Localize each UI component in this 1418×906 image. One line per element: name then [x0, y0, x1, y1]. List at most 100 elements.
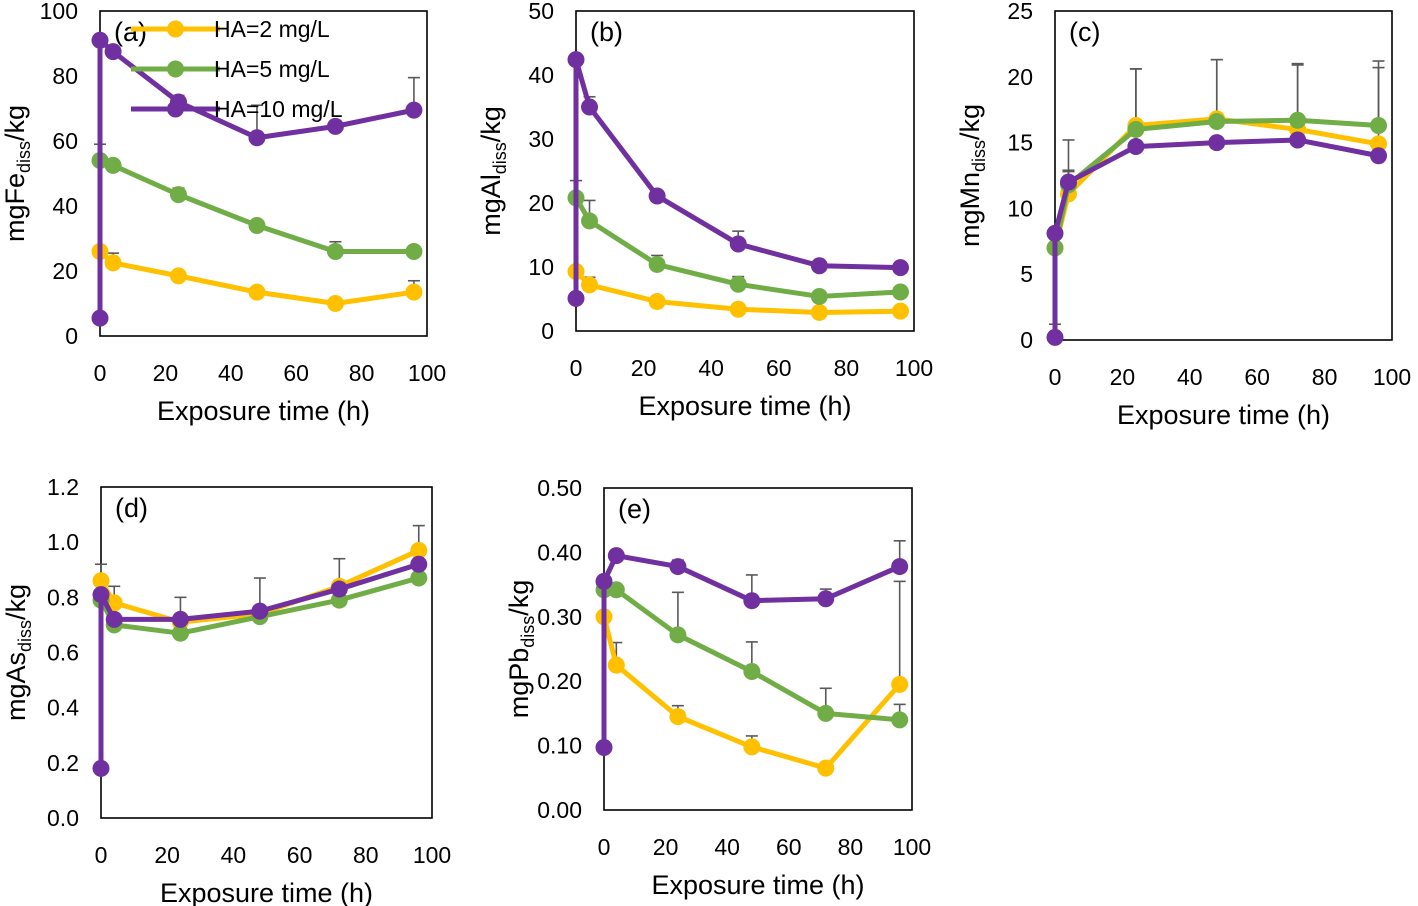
- x-tick-label: 40: [698, 355, 724, 381]
- data-point: [581, 98, 599, 116]
- data-point: [171, 624, 189, 642]
- data-point: [1370, 147, 1388, 165]
- x-tick-label: 40: [221, 842, 247, 868]
- data-point: [669, 558, 687, 576]
- y-axis-title-main: mgAs: [1, 652, 31, 721]
- legend-label: HA=2 mg/L: [214, 16, 330, 42]
- series-line-2: [97, 158, 417, 254]
- data-point: [669, 626, 687, 644]
- y-axis-title: mgAldiss/kg: [476, 106, 510, 236]
- x-tick-label: 20: [1110, 364, 1136, 390]
- x-tick-label: 0: [570, 355, 583, 381]
- y-axis-title-main: mgMn: [955, 172, 985, 247]
- y-tick-label: 0: [65, 323, 78, 349]
- x-tick-label: 0: [95, 842, 108, 868]
- y-axis-title-main: mgAl: [476, 174, 506, 236]
- data-point: [567, 51, 585, 69]
- data-point: [251, 602, 269, 620]
- data-point: [581, 276, 599, 294]
- y-tick-label: 0: [1020, 327, 1033, 353]
- data-point: [810, 257, 828, 275]
- chart-panel-d: 0.0 0.2 0.4 0.6 0.8 1.0 1.2 0 20 40 60 80 100 Exposur…: [1, 474, 451, 906]
- x-tick-label: 100: [895, 355, 933, 381]
- y-tick-label: 0.30: [537, 604, 582, 630]
- x-tick-label: 100: [408, 360, 446, 386]
- data-point: [817, 704, 835, 722]
- data-point: [104, 156, 122, 174]
- data-point: [817, 759, 835, 777]
- data-point: [410, 569, 428, 587]
- y-tick-label: 1.2: [47, 474, 79, 500]
- data-point: [326, 295, 344, 312]
- y-tick-label: 60: [52, 128, 78, 154]
- data-point: [891, 675, 909, 693]
- data-point: [326, 243, 344, 260]
- data-point: [405, 101, 423, 119]
- panel-label: (b): [590, 17, 623, 47]
- y-tick-label: 25: [1007, 0, 1033, 24]
- data-point: [330, 580, 348, 598]
- y-tick-label: 0.10: [537, 733, 582, 759]
- plot-frame: [100, 486, 433, 819]
- x-tick-label: 40: [1177, 364, 1203, 390]
- y-tick-label: 0: [541, 318, 554, 344]
- chart-panel-a: 0 20 40 60 80 100 0 20 40 60 80 100 Exposure time (h…: [0, 0, 446, 426]
- data-point: [891, 558, 909, 576]
- data-point: [104, 254, 122, 272]
- x-tick-label: 100: [893, 834, 931, 860]
- data-point: [169, 267, 187, 285]
- y-tick-label: 0.00: [537, 797, 582, 823]
- y-axis-title-main: mgFe: [0, 173, 30, 242]
- y-tick-label: 80: [52, 63, 78, 89]
- data-point: [581, 212, 599, 230]
- data-point: [1127, 138, 1145, 156]
- y-tick-label: 0.4: [47, 695, 79, 721]
- legend-label: HA=10 mg/L: [214, 96, 343, 122]
- data-point: [729, 275, 747, 293]
- data-point: [1370, 116, 1388, 134]
- data-point: [326, 117, 344, 135]
- y-axis-title-subscript: diss: [518, 616, 538, 648]
- y-axis-title-suffix: /kg: [1, 584, 31, 620]
- y-axis-title-subscript: diss: [490, 142, 510, 174]
- data-point: [1208, 113, 1226, 131]
- x-axis-title: Exposure time (h): [1117, 400, 1330, 430]
- data-point: [405, 283, 423, 301]
- y-tick-label: 15: [1007, 130, 1033, 156]
- y-tick-label: 0.6: [47, 640, 79, 666]
- y-axis-title-suffix: /kg: [476, 106, 506, 142]
- y-tick-label: 0.50: [537, 475, 582, 501]
- y-tick-label: 0.20: [537, 668, 582, 694]
- y-tick-label: 10: [528, 254, 554, 280]
- plot-frame: [603, 487, 913, 811]
- data-point: [91, 31, 109, 49]
- data-point: [92, 572, 110, 590]
- x-tick-label: 100: [413, 842, 451, 868]
- x-tick-label: 40: [714, 834, 740, 860]
- data-point: [171, 610, 189, 628]
- y-axis-title: mgAsdiss/kg: [1, 584, 35, 721]
- x-axis-title: Exposure time (h): [157, 396, 370, 426]
- y-tick-label: 10: [1007, 195, 1033, 221]
- data-point: [91, 309, 109, 327]
- y-tick-label: 0.2: [47, 750, 79, 776]
- data-point: [92, 759, 110, 777]
- data-point: [248, 129, 266, 147]
- series-line-3: [573, 57, 903, 301]
- y-tick-label: 20: [528, 190, 554, 216]
- data-point: [248, 283, 266, 301]
- x-tick-label: 20: [153, 360, 179, 386]
- data-point: [648, 293, 666, 311]
- x-tick-label: 60: [1244, 364, 1270, 390]
- data-point: [810, 287, 828, 305]
- y-axis-title-suffix: /kg: [504, 580, 534, 616]
- y-tick-label: 50: [528, 0, 554, 24]
- data-point: [729, 300, 747, 318]
- data-point: [567, 289, 585, 307]
- legend-swatch-marker: [167, 60, 184, 78]
- data-point: [1289, 111, 1307, 129]
- y-axis-title-subscript: diss: [14, 141, 34, 173]
- data-point: [607, 656, 625, 674]
- data-point: [669, 708, 687, 726]
- data-point: [743, 663, 761, 681]
